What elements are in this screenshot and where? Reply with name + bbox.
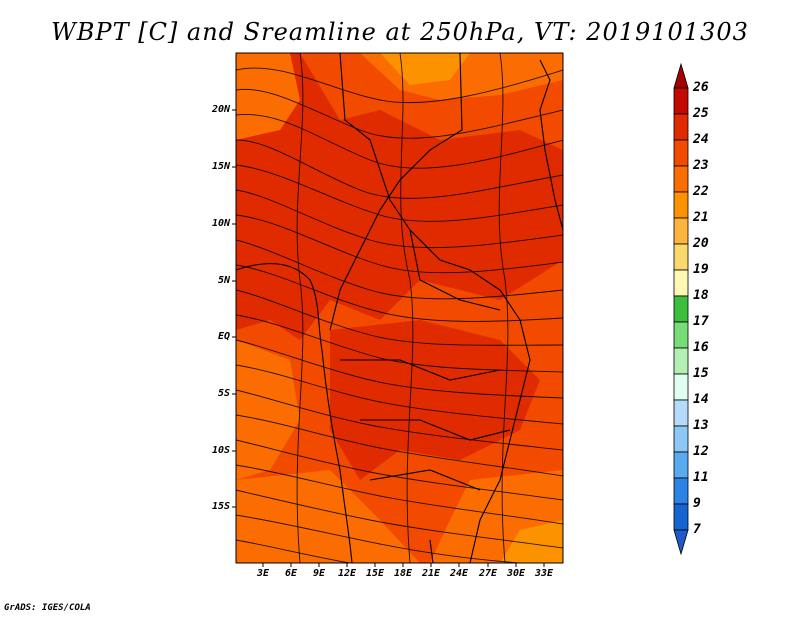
colorbar-box — [673, 295, 689, 323]
lon-label-30e: 30E — [506, 568, 526, 579]
lon-label-12e: 12E — [337, 568, 357, 579]
lon-label-18e: 18E — [393, 568, 413, 579]
colorbar-label: 16 — [693, 340, 709, 355]
lat-label-eq: EQ — [217, 331, 230, 342]
lon-label-27e: 27E — [478, 568, 498, 579]
field-22-nw — [236, 53, 300, 140]
field-21-se — [500, 520, 563, 563]
colorbar-box — [673, 347, 689, 375]
colorbar-label: 25 — [693, 106, 709, 121]
streamlines — [236, 53, 563, 563]
colorbar-box — [673, 113, 689, 141]
colorbar-label: 13 — [693, 418, 709, 433]
colorbar-box — [673, 217, 689, 245]
colorbar-label: 9 — [693, 496, 701, 511]
colorbar — [673, 62, 689, 556]
colorbar-box — [673, 477, 689, 505]
lat-label-15s: 15S — [211, 501, 230, 512]
colorbar-box — [673, 503, 689, 531]
lat-label-15n: 15N — [211, 161, 230, 172]
lat-label-20n: 20N — [211, 104, 230, 115]
colorbar-top-arrow — [673, 62, 689, 89]
lat-label-5n: 5N — [217, 275, 230, 286]
lon-label-33e: 33E — [534, 568, 554, 579]
lat-label-10n: 10N — [211, 218, 230, 229]
lat-label-10s: 10S — [211, 445, 230, 456]
lon-label-24e: 24E — [449, 568, 469, 579]
colorbar-label: 15 — [693, 366, 709, 381]
colorbar-label: 7 — [693, 522, 701, 537]
colorbar-label: 21 — [693, 210, 709, 225]
colorbar-label: 26 — [693, 80, 709, 95]
colorbar-box — [673, 425, 689, 453]
colorbar-box — [673, 191, 689, 219]
lon-label-6e: 6E — [284, 568, 298, 579]
lon-label-3e: 3E — [256, 568, 270, 579]
colorbar-label: 20 — [693, 236, 709, 251]
wbpt-field — [236, 53, 563, 563]
field-22-west — [236, 340, 300, 480]
colorbar-box — [673, 165, 689, 193]
lon-ticks — [262, 563, 545, 567]
lat-ticks — [232, 109, 236, 508]
colorbar-label: 22 — [693, 184, 709, 199]
colorbar-box — [673, 87, 689, 115]
colorbar-box — [673, 451, 689, 479]
colorbar-label: 14 — [693, 392, 709, 407]
lon-label-21e: 21E — [421, 568, 441, 579]
chart-title: WBPT [C] and Sreamline at 250hPa, VT: 20… — [51, 18, 749, 46]
field-24-north — [236, 53, 563, 340]
colorbar-label: 17 — [693, 314, 709, 329]
lon-label-9e: 9E — [312, 568, 326, 579]
lat-label-5s: 5S — [217, 388, 230, 399]
colorbar-bottom-arrow — [673, 529, 689, 556]
grads-credit: GrADS: IGES/COLA — [4, 603, 91, 613]
colorbar-box — [673, 399, 689, 427]
colorbar-label: 12 — [693, 444, 709, 459]
country-borders — [236, 53, 563, 563]
colorbar-box — [673, 373, 689, 401]
map-frame — [235, 52, 564, 564]
colorbar-label: 11 — [693, 470, 709, 485]
colorbar-box — [673, 139, 689, 167]
colorbar-label: 23 — [693, 158, 709, 173]
colorbar-label: 19 — [693, 262, 709, 277]
colorbar-label: 18 — [693, 288, 709, 303]
colorbar-box — [673, 269, 689, 297]
colorbar-box — [673, 321, 689, 349]
field-22-sw — [236, 470, 420, 563]
colorbar-box — [673, 243, 689, 271]
colorbar-label: 24 — [693, 132, 709, 147]
lon-label-15e: 15E — [365, 568, 385, 579]
